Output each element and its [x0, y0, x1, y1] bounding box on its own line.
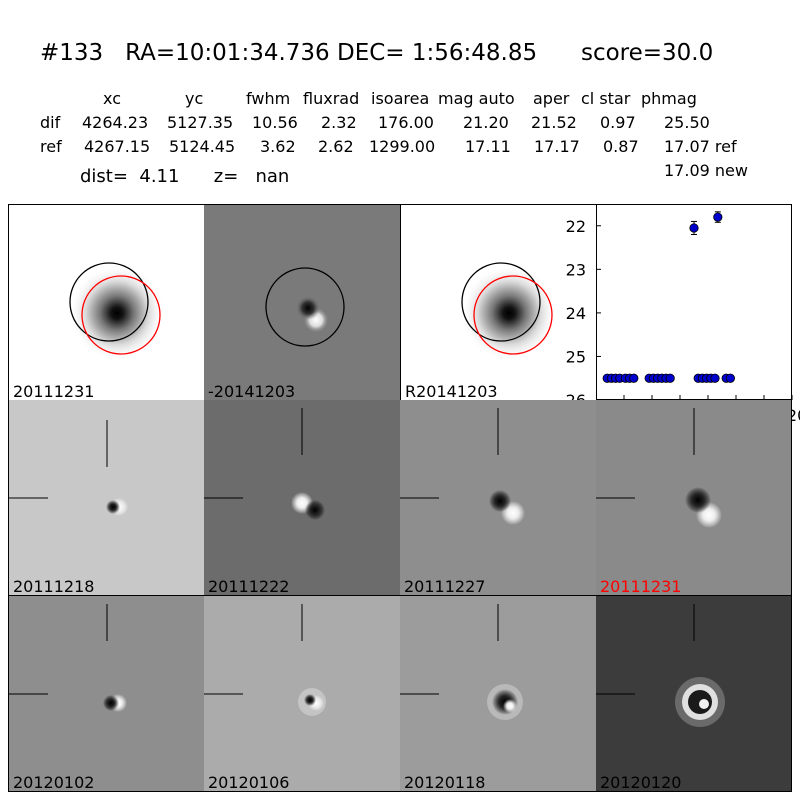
dif-isoarea: 176.00	[378, 113, 434, 132]
panel-ref-new-image: R20141203	[400, 204, 597, 401]
col-header-isoarea: isoarea	[371, 89, 430, 108]
ref-cl-star: 0.87	[603, 137, 639, 156]
row-label-ref: ref	[40, 137, 62, 156]
data-point	[725, 373, 735, 383]
ref-yc: 5124.45	[169, 137, 236, 156]
dif-yc: 5127.35	[167, 113, 234, 132]
lightcurve-svg: 0204060801001202223242526	[566, 204, 800, 425]
col-header-fwhm: fwhm	[246, 89, 291, 108]
dif-fluxrad: 2.32	[321, 113, 357, 132]
panel-label: R20141203	[405, 382, 498, 401]
dif-mag-auto: 21.20	[463, 113, 509, 132]
panel-stamp: 20120120	[596, 596, 792, 792]
data-point	[689, 223, 699, 233]
data-point	[629, 373, 639, 383]
dif-fwhm: 10.56	[252, 113, 298, 132]
candidate-title: #133 RA=10:01:34.736 DEC= 1:56:48.85 sco…	[40, 40, 714, 66]
stamp-graphic	[204, 400, 400, 595]
panel-stamp: 20120118	[400, 596, 596, 792]
ref-fwhm: 3.62	[260, 137, 296, 156]
dif-cl-star: 0.97	[600, 113, 636, 132]
dif-aper: 21.52	[531, 113, 577, 132]
ref-xc: 4267.15	[84, 137, 151, 156]
diff-image-graphic	[204, 205, 400, 400]
stamp-graphic	[9, 596, 204, 791]
panel-stamp-current: 20111231	[596, 400, 792, 596]
panel-stamp: 20120106	[204, 596, 400, 792]
ref-isoarea: 1299.00	[369, 137, 436, 156]
panel-label: 20111222	[208, 577, 290, 596]
col-header-aper: aper	[533, 89, 570, 108]
stamp-graphic	[596, 596, 791, 791]
y-tick-label: 22	[566, 217, 586, 236]
panel-stamp: 20111222	[204, 400, 400, 596]
col-header-cl-star: cl star	[581, 89, 631, 108]
ref-image-graphic	[9, 205, 204, 400]
dif-phmag: 25.50	[664, 113, 710, 132]
row-label-dif: dif	[40, 113, 61, 132]
data-point	[710, 373, 720, 383]
ref-mag-auto: 17.11	[465, 137, 511, 156]
stamp-graphic	[400, 596, 596, 791]
panel-stamp: 20120102	[8, 596, 204, 792]
panel-stamp: 20111227	[400, 400, 596, 596]
panel-label: 20120118	[404, 773, 486, 792]
panel-label: 20120102	[13, 773, 95, 792]
stamp-graphic	[204, 596, 400, 791]
lightcurve-chart: 0204060801001202223242526	[566, 204, 800, 425]
panel-label: 20111231	[13, 382, 95, 401]
ref-fluxrad: 2.62	[318, 137, 354, 156]
ref-phmag: 17.07 ref	[664, 137, 737, 156]
panel-ref-image: 20111231	[8, 204, 205, 401]
panel-diff-image: -20141203	[204, 204, 400, 401]
data-point	[665, 373, 675, 383]
new-phmag: 17.09 new	[664, 161, 748, 180]
panel-label: -20141203	[208, 382, 296, 401]
plot-frame	[596, 204, 792, 400]
ref-new-image-graphic	[401, 205, 596, 400]
y-tick-label: 25	[566, 347, 586, 366]
col-header-mag-auto: mag auto	[438, 89, 515, 108]
col-header-xc: xc	[103, 89, 121, 108]
distance-redshift-line: dist= 4.11 z= nan	[80, 166, 290, 187]
dif-xc: 4264.23	[82, 113, 149, 132]
stamp-graphic	[9, 400, 204, 595]
panel-stamp: 20111218	[8, 400, 204, 596]
panel-label: 20111231	[600, 577, 682, 596]
stamp-graphic	[400, 400, 596, 595]
panel-label: 20120106	[208, 773, 290, 792]
col-header-fluxrad: fluxrad	[303, 89, 360, 108]
panel-label: 20111218	[13, 577, 95, 596]
data-point	[713, 212, 723, 222]
y-tick-label: 23	[566, 260, 586, 279]
col-header-phmag: phmag	[641, 89, 697, 108]
stamp-graphic	[596, 400, 791, 595]
panel-label: 20111227	[404, 577, 486, 596]
y-tick-label: 24	[566, 304, 586, 323]
panel-label: 20120120	[600, 773, 682, 792]
col-header-yc: yc	[185, 89, 204, 108]
ref-aper: 17.17	[534, 137, 580, 156]
